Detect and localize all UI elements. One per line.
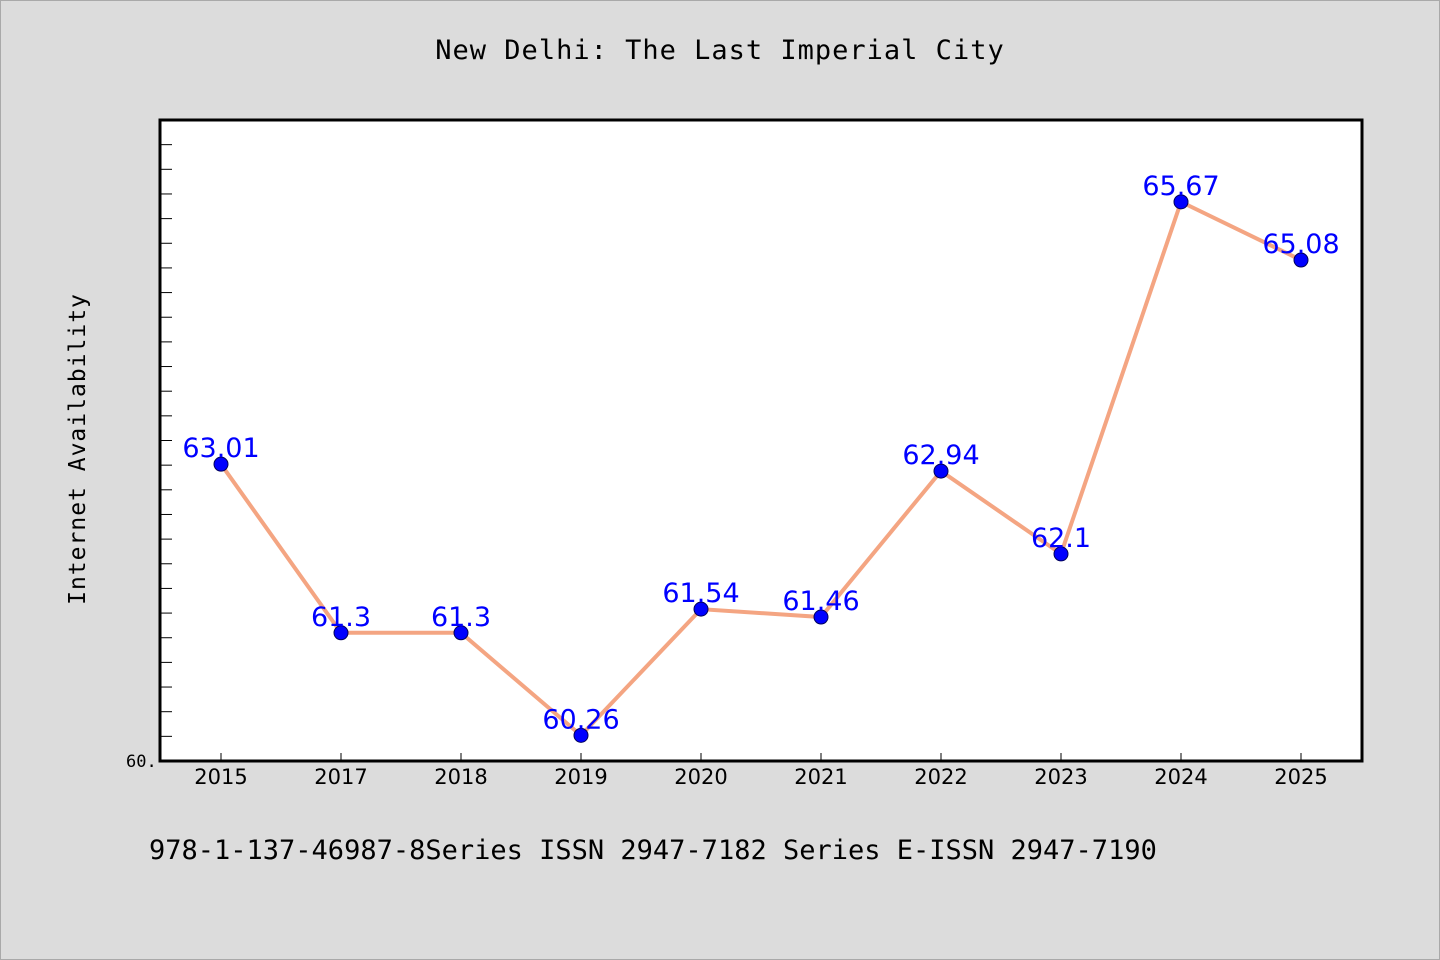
- y-tick-label: 60.: [126, 752, 157, 772]
- data-point-marker: [453, 625, 469, 641]
- x-tick-label: 2022: [914, 765, 967, 789]
- data-point-marker: [813, 609, 829, 625]
- data-label: 61.46: [782, 586, 859, 617]
- data-label: 65.67: [1142, 171, 1219, 202]
- data-label: 62.1: [1031, 523, 1091, 554]
- x-axis-ticks: 2015 2017 2018 2019 2020 2021 2022 2023 2024 2025: [194, 753, 1328, 789]
- data-point-marker: [213, 456, 229, 472]
- x-tick-label: 2024: [1154, 765, 1207, 789]
- x-tick-label: 2015: [194, 765, 247, 789]
- data-labels: 63.01 61.3 61.3 60.26 61.54 61.46 62.94 62.1 65.…: [182, 171, 1339, 736]
- series-line-group: [219, 199, 1302, 739]
- data-point-marker: [693, 601, 709, 617]
- x-tick-label: 2023: [1034, 765, 1087, 789]
- x-tick-label: 2025: [1274, 765, 1327, 789]
- data-label: 61.3: [311, 602, 371, 633]
- data-point-marker: [1293, 252, 1309, 268]
- chart-title: New Delhi: The Last Imperial City: [435, 35, 1005, 66]
- data-points: [213, 194, 1309, 743]
- x-tick-label: 2020: [674, 765, 727, 789]
- data-label: 65.08: [1262, 229, 1339, 260]
- data-label: 62.94: [902, 440, 979, 471]
- plot-area: [158, 118, 1364, 763]
- isbn-issn-footer: 978-1-137-46987-8Series ISSN 2947-7182 S…: [149, 835, 1157, 866]
- data-label: 61.3: [431, 602, 491, 633]
- series-line: [219, 199, 1302, 739]
- x-tick-label: 2019: [554, 765, 607, 789]
- x-tick-label: 2021: [794, 765, 847, 789]
- x-tick-label: 2017: [314, 765, 367, 789]
- data-point-marker: [933, 463, 949, 479]
- data-point-marker: [333, 625, 349, 641]
- data-label: 61.54: [662, 578, 739, 609]
- data-point-marker: [1173, 194, 1189, 210]
- data-point-marker: [1053, 546, 1069, 562]
- y-axis-ticks: [160, 119, 172, 762]
- data-label: 60.26: [542, 704, 619, 735]
- y-axis-label: Internet Availability: [65, 293, 91, 605]
- data-label: 63.01: [182, 433, 259, 464]
- data-point-marker: [573, 727, 589, 743]
- x-tick-label: 2018: [434, 765, 487, 789]
